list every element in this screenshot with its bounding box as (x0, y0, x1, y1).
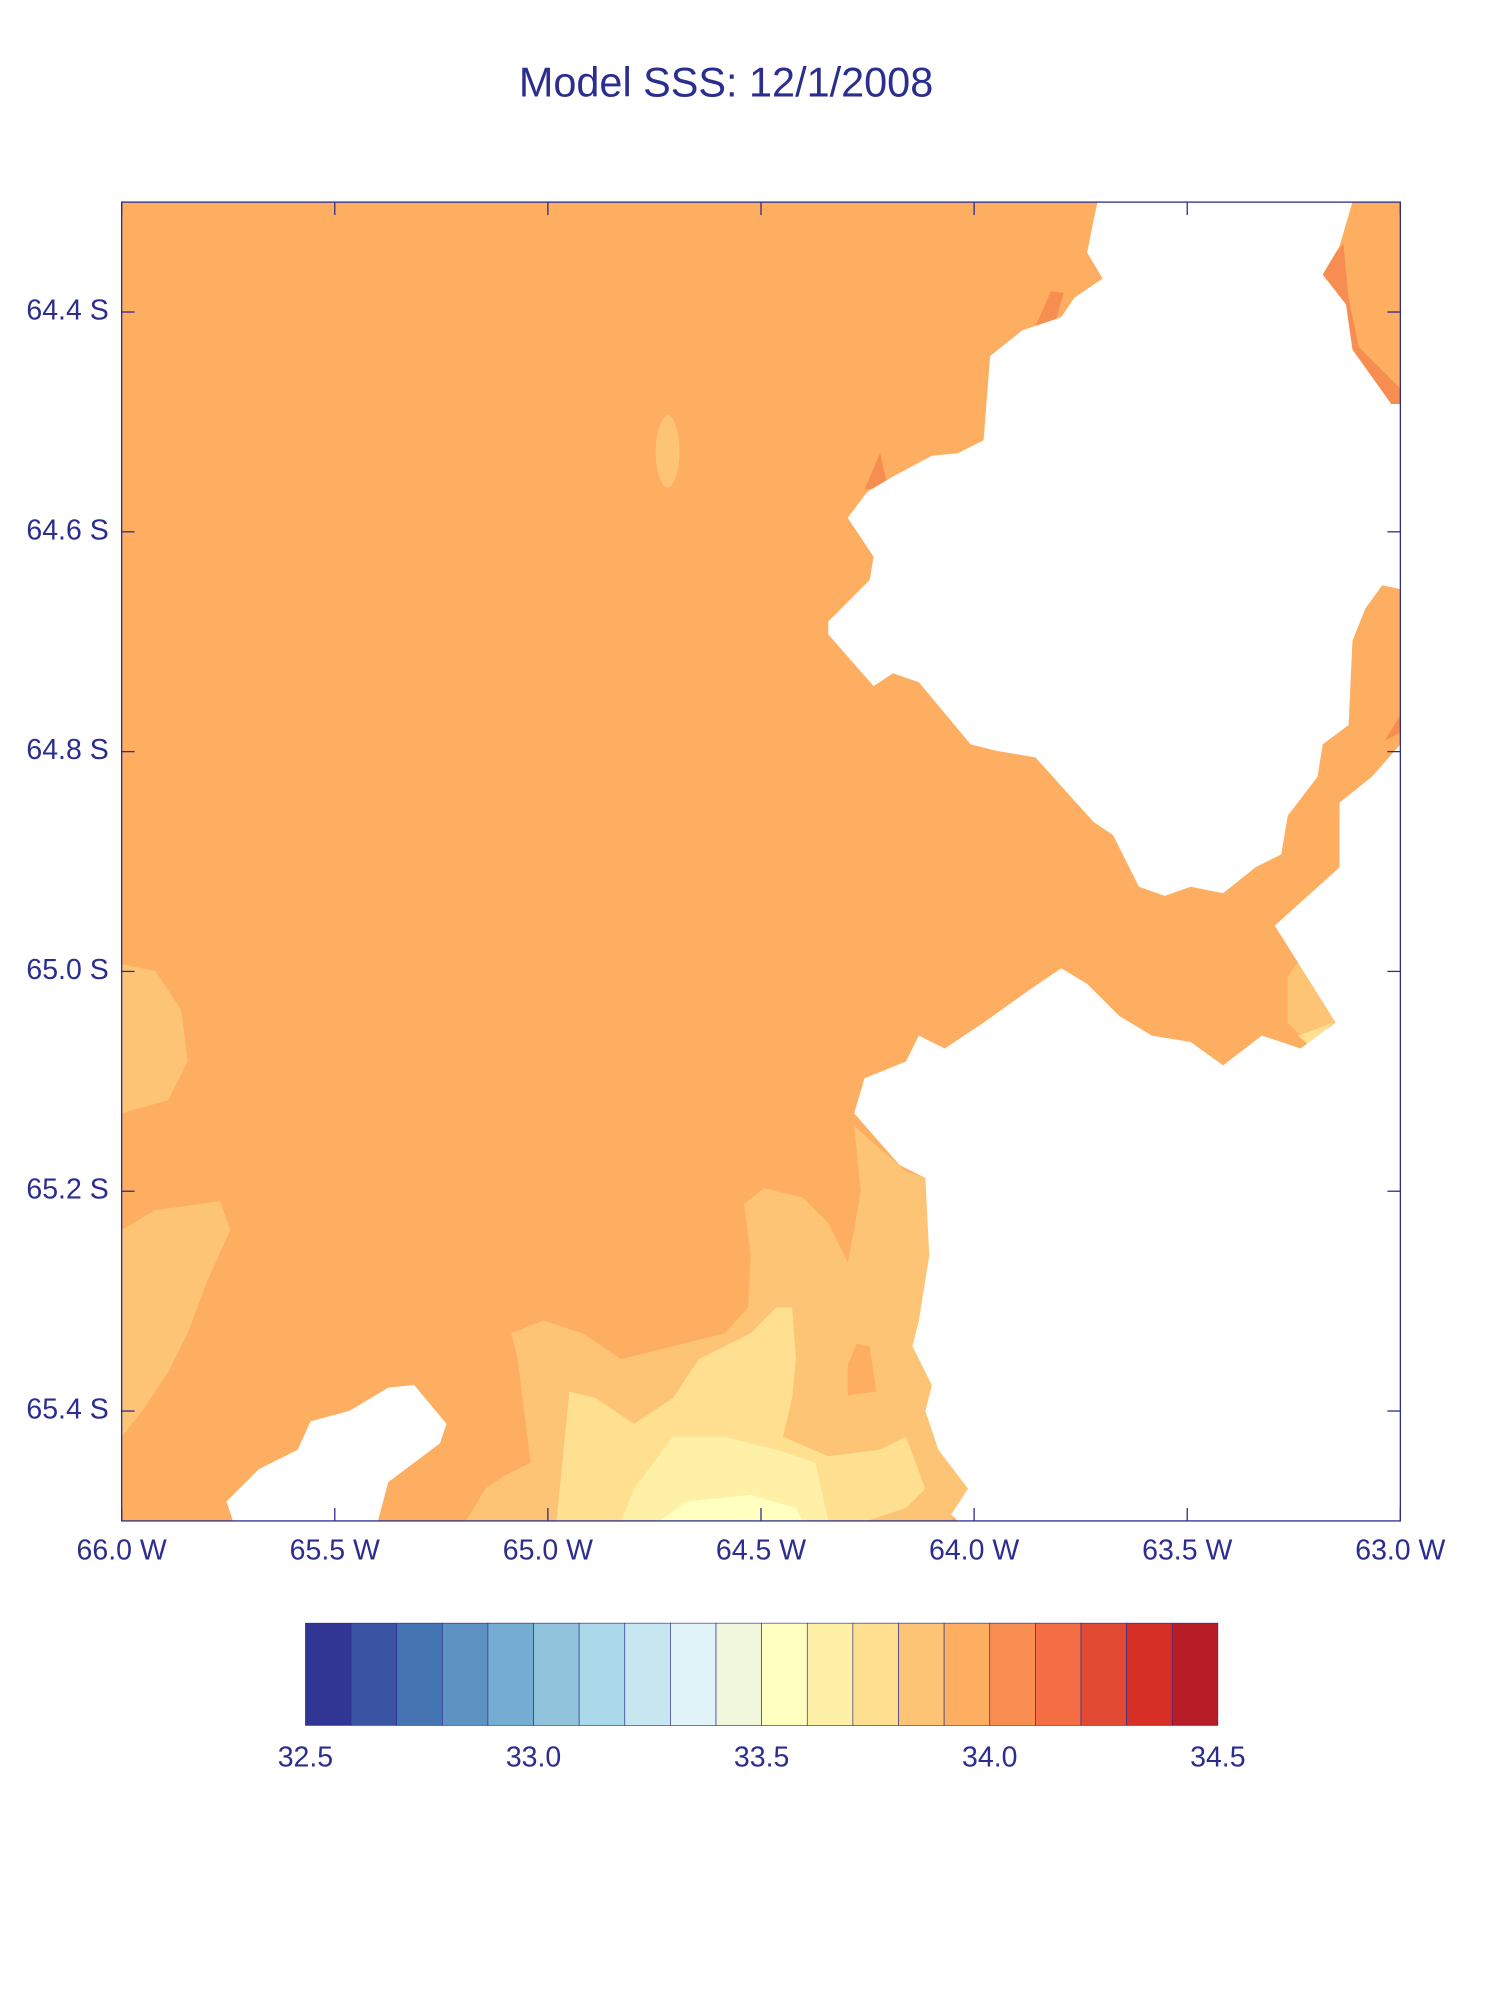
contour-region (121, 1201, 231, 1437)
x-tick-label: 64.5 W (716, 1535, 806, 1567)
colorbar-label: 34.5 (1190, 1742, 1245, 1774)
colorbar-swatch (533, 1622, 580, 1726)
colorbar-swatch (1080, 1622, 1127, 1726)
colorbar-swatch (350, 1622, 398, 1726)
x-tick-label: 65.0 W (503, 1535, 593, 1567)
colorbar-swatch (1171, 1622, 1219, 1726)
land (854, 744, 1401, 1521)
colorbar-swatch (806, 1622, 854, 1726)
colorbar-swatch (715, 1622, 762, 1726)
colorbar-swatch (943, 1622, 991, 1726)
chart-title: Model SSS: 12/1/2008 (519, 60, 933, 106)
colorbar-swatch (989, 1622, 1036, 1726)
contour-region (864, 453, 888, 490)
contour-region (121, 964, 188, 1114)
colorbar-swatch (761, 1622, 808, 1726)
colorbar-swatch (396, 1622, 443, 1726)
colorbar-swatch (852, 1622, 899, 1726)
land (226, 1385, 447, 1521)
y-tick-label: 65.2 S (26, 1174, 108, 1206)
colorbar-label: 34.0 (962, 1742, 1017, 1774)
colorbar-swatch (898, 1622, 945, 1726)
colorbar-swatch (305, 1622, 352, 1726)
x-tick-label: 66.0 W (77, 1535, 167, 1567)
colorbar-swatch (487, 1622, 534, 1726)
contour-region (847, 1343, 877, 1396)
y-tick-label: 65.4 S (26, 1394, 108, 1426)
colorbar-label: 33.0 (506, 1742, 561, 1774)
contour-region (655, 414, 680, 489)
contour-region (1384, 714, 1401, 741)
x-tick-label: 64.0 W (929, 1535, 1019, 1567)
y-tick-label: 64.8 S (26, 734, 108, 766)
colorbar-label: 33.5 (734, 1742, 789, 1774)
colorbar-swatch (624, 1622, 671, 1726)
contour-region (1298, 1022, 1334, 1046)
x-tick-label: 63.0 W (1355, 1535, 1445, 1567)
x-tick-label: 63.5 W (1142, 1535, 1232, 1567)
colorbar-swatch (441, 1622, 489, 1726)
map-field (121, 202, 1401, 1521)
y-tick-label: 64.4 S (26, 295, 108, 327)
y-tick-label: 64.6 S (26, 514, 108, 546)
contour-region (1287, 957, 1336, 1043)
contour-region (1035, 291, 1064, 327)
colorbar-swatch (670, 1622, 717, 1726)
x-tick-label: 65.5 W (290, 1535, 380, 1567)
contour-region (660, 1495, 803, 1521)
colorbar-swatch (1035, 1622, 1082, 1726)
colorbar-swatch (1126, 1622, 1173, 1726)
contour-region (556, 1307, 926, 1521)
contour-region (1320, 243, 1401, 405)
colorbar-label: 32.5 (278, 1742, 333, 1774)
colorbar-swatch (578, 1622, 626, 1726)
y-tick-label: 65.0 S (26, 954, 108, 986)
contour-region (621, 1436, 829, 1521)
land (828, 202, 1401, 896)
